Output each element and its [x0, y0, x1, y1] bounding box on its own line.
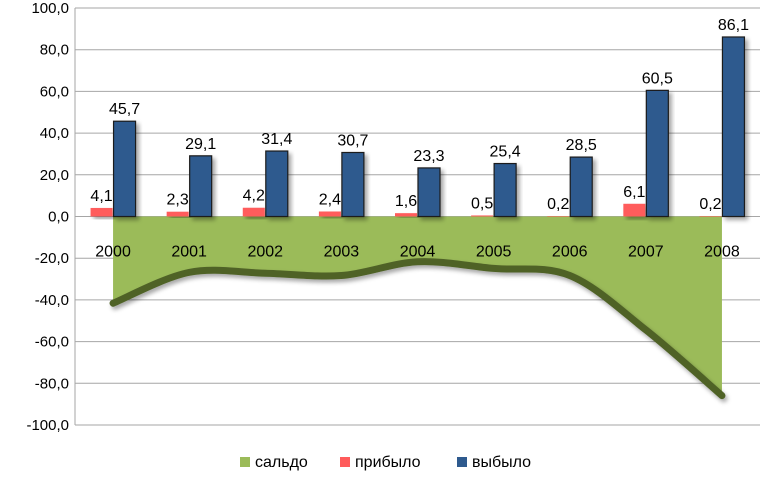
bar-pribylo — [395, 213, 417, 217]
bar-vybylo — [265, 150, 289, 218]
y-tick-label: -100,0 — [26, 417, 69, 434]
y-tick-label: 60,0 — [40, 83, 69, 100]
data-label-vybylo: 45,7 — [109, 101, 140, 118]
data-label-pribylo: 0,2 — [699, 196, 721, 213]
x-tick-label: 2002 — [247, 244, 283, 261]
bar-pribylo — [699, 216, 722, 217]
legend-label: выбыло — [472, 454, 531, 471]
data-label-vybylo: 60,5 — [642, 70, 673, 87]
x-tick-label: 2003 — [324, 244, 360, 261]
x-tick-label: 2001 — [171, 244, 207, 261]
bar-pribylo — [547, 216, 570, 217]
x-tick-label: 2007 — [628, 244, 664, 261]
bar-vybylo — [645, 89, 669, 218]
bar-vybylo — [189, 155, 213, 218]
y-tick-label: 0,0 — [48, 209, 69, 226]
data-label-vybylo: 30,7 — [337, 132, 368, 149]
bar-pribylo — [242, 207, 265, 217]
x-tick-label: 2000 — [95, 244, 131, 261]
legend-swatch — [240, 457, 250, 467]
data-label-vybylo: 86,1 — [718, 17, 749, 34]
y-tick-label: 100,0 — [31, 0, 69, 17]
y-tick-label: 80,0 — [40, 42, 69, 59]
y-tick-label: -40,0 — [35, 292, 69, 309]
bar-vybylo — [341, 151, 365, 218]
data-label-pribylo: 4,2 — [243, 188, 265, 205]
bar-pribylo — [318, 211, 341, 217]
legend-swatch — [457, 457, 467, 467]
saldo-area-layer — [109, 216, 726, 400]
bar-pribylo — [90, 207, 113, 217]
data-label-vybylo: 28,5 — [566, 137, 597, 154]
y-tick-label: 40,0 — [40, 125, 69, 142]
data-labels: 4,1 2,3 4,2 2,4 1,6 0,5 0,2 6,1 0,2 45,7 29,1 31,4 3… — [90, 17, 749, 213]
x-tick-label: 2008 — [704, 244, 740, 261]
x-tick-label: 2006 — [552, 244, 588, 261]
bar-vybylo — [721, 36, 746, 218]
legend-swatch — [340, 457, 350, 467]
x-tick-label: 2004 — [400, 244, 436, 261]
data-label-pribylo: 4,1 — [90, 188, 112, 205]
bar-vybylo — [112, 120, 137, 218]
legend: сальдо прибыло выбыло — [240, 454, 531, 471]
data-label-vybylo: 23,3 — [413, 148, 444, 165]
bar-vybylo — [569, 156, 593, 218]
bar-pribylo — [166, 211, 189, 217]
y-axis-labels: -100,0 -80,0 -60,0 -40,0 -20,0 0,0 20,0 40,0 60,… — [26, 0, 69, 434]
y-tick-label: 20,0 — [40, 167, 69, 184]
y-tick-label: -80,0 — [35, 375, 69, 392]
saldo-line — [109, 258, 726, 400]
x-axis-labels: 2000 2001 2002 2003 2004 2005 2006 2007 2008 — [95, 244, 740, 261]
bars-layer — [90, 36, 746, 218]
bar-pribylo — [623, 203, 646, 217]
data-label-pribylo: 0,5 — [471, 195, 493, 212]
bar-pribylo — [471, 215, 494, 217]
legend-label: прибыло — [355, 454, 421, 471]
data-label-pribylo: 1,6 — [395, 193, 417, 210]
saldo-area — [113, 216, 722, 396]
y-tick-label: -20,0 — [35, 250, 69, 267]
data-label-vybylo: 25,4 — [490, 144, 521, 161]
data-label-vybylo: 29,1 — [185, 136, 216, 153]
bar-vybylo — [417, 167, 441, 218]
y-tick-label: -60,0 — [35, 334, 69, 351]
data-label-pribylo: 0,2 — [547, 196, 569, 213]
data-label-vybylo: 31,4 — [261, 131, 292, 148]
x-tick-label: 2005 — [476, 244, 512, 261]
data-label-pribylo: 6,1 — [623, 184, 645, 201]
data-label-pribylo: 2,4 — [319, 191, 341, 208]
legend-label: сальдо — [255, 454, 308, 471]
data-label-pribylo: 2,3 — [167, 192, 189, 209]
bar-vybylo — [493, 162, 517, 218]
